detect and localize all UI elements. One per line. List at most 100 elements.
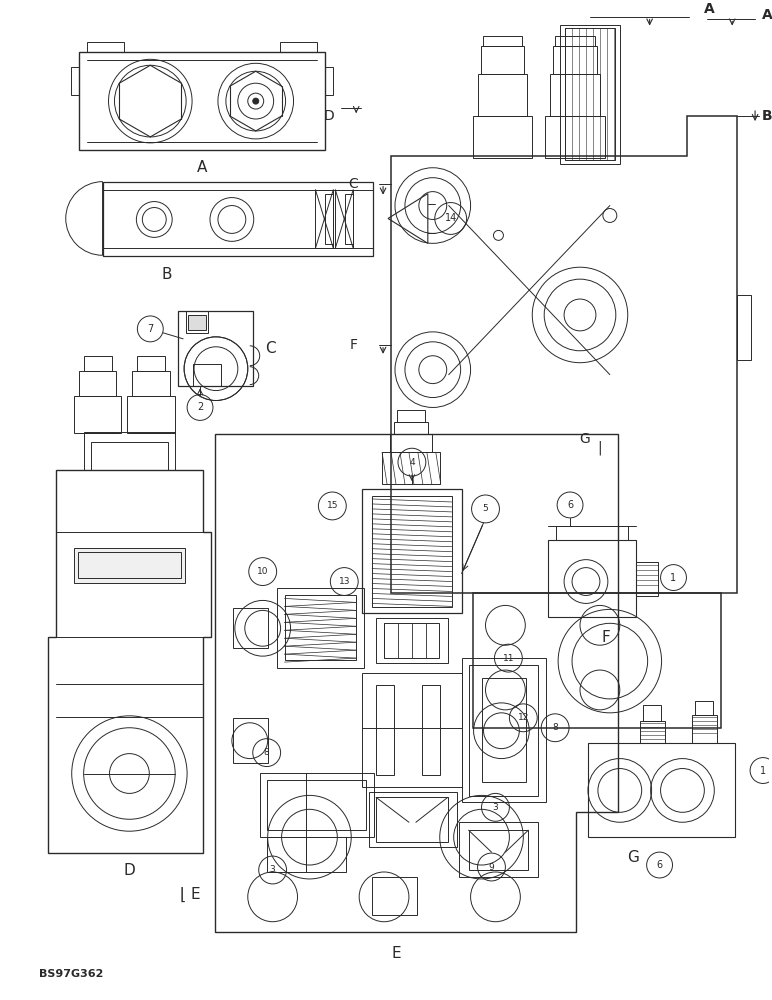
Text: 15: 15 (327, 501, 338, 510)
Bar (73, 396, 121, 433)
Bar (132, 371, 170, 396)
Bar (178, 311, 252, 386)
Bar (640, 721, 665, 743)
Text: B: B (762, 109, 772, 123)
Text: 3: 3 (493, 803, 499, 812)
Bar (266, 780, 366, 830)
Text: E: E (190, 887, 200, 902)
Bar (316, 190, 334, 248)
Bar (397, 410, 425, 422)
Bar (325, 67, 334, 95)
Text: C: C (266, 341, 276, 356)
Bar (554, 46, 597, 74)
Bar (472, 116, 532, 158)
Bar (482, 678, 527, 782)
Text: D: D (124, 863, 135, 878)
Text: 13: 13 (338, 577, 350, 586)
Text: 3: 3 (269, 865, 276, 874)
Text: F: F (601, 630, 610, 645)
Bar (478, 74, 527, 116)
Bar (279, 42, 317, 52)
Text: B: B (162, 267, 172, 282)
Bar (469, 665, 538, 796)
Bar (482, 36, 523, 46)
Bar (71, 67, 79, 95)
Bar (376, 797, 448, 842)
Bar (588, 743, 735, 837)
Bar (276, 588, 364, 668)
Bar (266, 837, 306, 872)
Text: $\lfloor$: $\lfloor$ (178, 886, 185, 904)
Text: 14: 14 (445, 213, 457, 223)
Bar (127, 396, 175, 433)
Text: E: E (391, 946, 401, 961)
Bar (188, 315, 206, 330)
Bar (306, 837, 347, 872)
Bar (635, 562, 658, 596)
Text: BS97G362: BS97G362 (39, 969, 103, 979)
Bar (78, 552, 181, 578)
Text: 1: 1 (670, 573, 676, 583)
Bar (642, 705, 661, 721)
Text: 7: 7 (147, 324, 154, 334)
Bar (560, 25, 620, 164)
Bar (285, 595, 356, 660)
Bar (79, 52, 325, 150)
Bar (376, 618, 448, 663)
Bar (103, 182, 373, 256)
Bar (83, 356, 111, 371)
Text: 8: 8 (264, 748, 269, 757)
Bar (550, 74, 600, 116)
Text: C: C (348, 177, 358, 191)
Bar (137, 356, 165, 371)
Bar (233, 718, 268, 763)
Bar (692, 715, 717, 743)
Text: 10: 10 (257, 567, 269, 576)
Bar (372, 877, 417, 915)
Bar (394, 422, 428, 434)
Text: G: G (627, 850, 638, 865)
Bar (362, 489, 462, 613)
Bar (90, 442, 168, 470)
Bar (73, 548, 185, 583)
Bar (369, 792, 457, 847)
Bar (382, 452, 440, 484)
Bar (384, 623, 438, 658)
Bar (459, 822, 538, 877)
Text: A: A (762, 8, 772, 22)
Text: 4: 4 (409, 458, 415, 467)
Bar (555, 36, 595, 46)
Bar (390, 434, 432, 452)
Text: 11: 11 (503, 654, 514, 663)
Text: 12: 12 (517, 713, 529, 722)
Bar (469, 830, 528, 870)
Bar (696, 701, 713, 715)
Bar (472, 593, 721, 728)
Bar (362, 673, 462, 787)
Bar (86, 42, 124, 52)
Text: A: A (197, 160, 207, 175)
Bar (259, 773, 374, 837)
Text: |: | (598, 440, 602, 455)
Text: D: D (324, 109, 335, 123)
Bar (335, 190, 354, 248)
Bar (462, 658, 546, 802)
Bar (83, 432, 175, 470)
Bar (565, 28, 615, 160)
Text: F: F (349, 338, 357, 352)
Bar (233, 608, 268, 648)
Bar (186, 311, 208, 333)
Text: A: A (704, 2, 715, 16)
Bar (422, 685, 440, 775)
Text: 6: 6 (567, 500, 573, 510)
Bar (545, 116, 605, 158)
Text: G: G (580, 432, 591, 446)
Bar (193, 364, 221, 386)
Bar (79, 371, 117, 396)
Bar (737, 295, 751, 360)
Bar (372, 496, 452, 607)
Bar (556, 526, 628, 540)
Bar (376, 685, 394, 775)
Circle shape (252, 98, 259, 104)
Text: 1: 1 (760, 766, 766, 776)
